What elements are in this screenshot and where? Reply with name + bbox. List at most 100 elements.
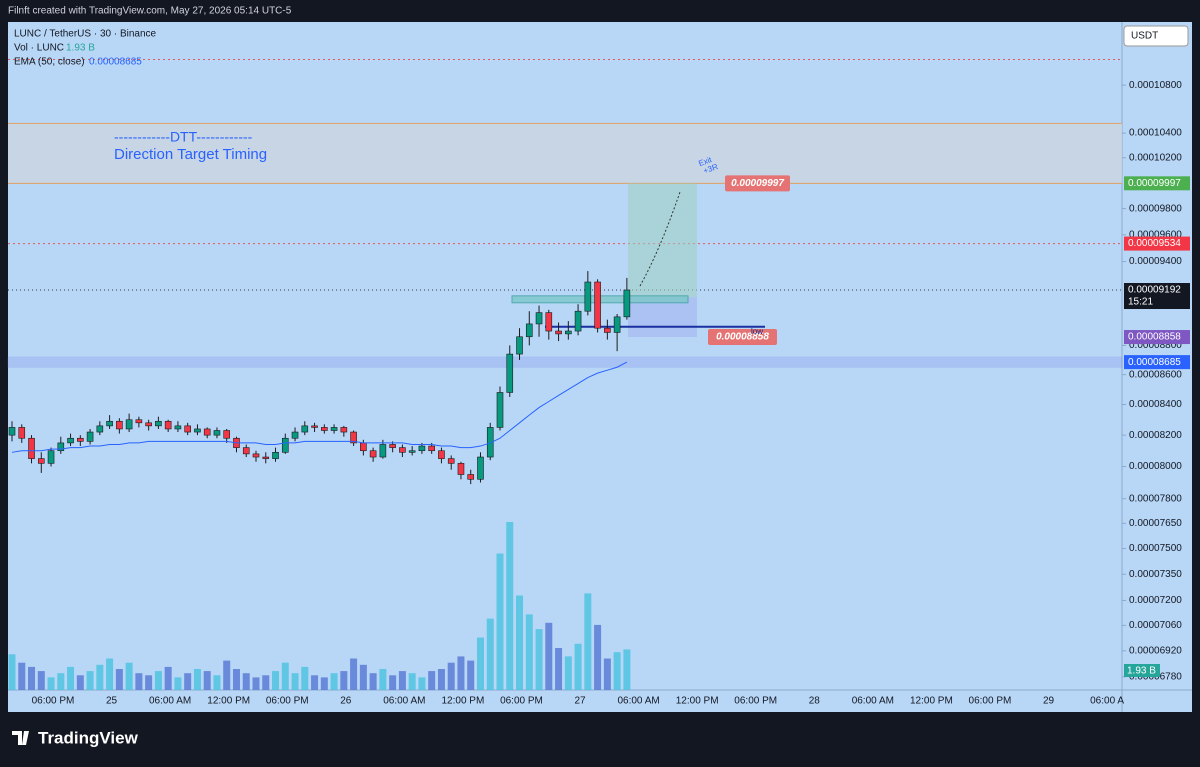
y-tick-label: 0.00009600	[1129, 229, 1182, 240]
price-tag-label: 0.00008858	[1128, 332, 1181, 343]
candle-body	[555, 330, 562, 335]
tag-box	[725, 175, 790, 192]
volume-bar	[506, 522, 514, 690]
candle-body	[535, 312, 543, 325]
candle-body	[477, 456, 484, 480]
x-tick-label: 06:00 PM	[32, 696, 75, 707]
volume-bar	[37, 671, 45, 690]
price-tag	[1124, 236, 1190, 251]
tag-box	[708, 329, 777, 346]
tag-label: 0.00008858	[716, 332, 769, 343]
volume-bar	[145, 675, 153, 690]
x-tick-label: 06:00 A	[1090, 696, 1124, 707]
legend-symbol: LUNC / TetherUS · 30 · Binance	[14, 29, 157, 40]
candle-body	[106, 420, 113, 427]
annotation-subtitle: Direction Target Timing	[114, 146, 267, 163]
target-zone	[8, 123, 1122, 184]
x-tick-label: 28	[809, 696, 821, 707]
x-tick-label: 06:00 PM	[734, 696, 777, 707]
volume-tag-label: 1.93 B	[1127, 666, 1156, 677]
volume-bar	[115, 669, 123, 690]
price-tag-label: 0.00009534	[1128, 238, 1181, 249]
volume-bar	[447, 662, 455, 690]
volume-bar	[203, 671, 211, 690]
candle-body	[321, 427, 328, 431]
volume-bar	[496, 553, 504, 690]
candle-body	[135, 419, 143, 424]
volume-bar	[584, 593, 592, 690]
volume-bar	[193, 669, 201, 690]
currency-label[interactable]: USDT	[1131, 31, 1158, 42]
volume-bar	[174, 677, 182, 690]
volume-bar	[350, 658, 358, 690]
candle-body	[184, 425, 191, 433]
x-tick-label: 06:00 PM	[266, 696, 309, 707]
volume-bar	[106, 658, 114, 690]
candle-body	[223, 430, 231, 439]
volume-bar	[8, 654, 16, 690]
y-tick-label: 0.00008800	[1129, 340, 1182, 351]
price-tag	[1124, 176, 1190, 191]
candle-body	[399, 447, 406, 453]
volume-bar	[154, 671, 162, 690]
volume-bar	[86, 671, 94, 690]
currency-button[interactable]	[1123, 25, 1189, 47]
candle-body	[67, 437, 74, 444]
y-tick-label: 0.00009800	[1129, 203, 1182, 214]
x-tick-label: 06:00 AM	[617, 696, 659, 707]
volume-bar	[57, 673, 65, 690]
header-title: Filnft created with TradingView.com, May…	[8, 6, 292, 17]
volume-bar	[340, 671, 348, 690]
volume-bar	[232, 669, 240, 690]
candle-body	[389, 444, 396, 448]
y-tick-label: 0.00007800	[1129, 493, 1182, 504]
y-tick-label: 0.00008600	[1129, 369, 1182, 380]
x-tick-label: 06:00 PM	[969, 696, 1012, 707]
volume-bar	[428, 671, 436, 690]
volume-bar	[135, 673, 143, 690]
tag-label: 0.00009997	[731, 178, 784, 189]
y-tick-label: 0.00007500	[1129, 543, 1182, 554]
y-tick-label: 0.00008400	[1129, 399, 1182, 410]
target-box	[628, 183, 697, 298]
candle-body	[47, 450, 55, 464]
candle-body	[360, 442, 367, 452]
volume-bar	[242, 673, 250, 690]
legend-volume: Vol · LUNC	[14, 43, 64, 54]
chart-layer: 0.00010800 0.00010400 0.00010200 0.00009800…	[7, 58, 1190, 707]
volume-bar	[76, 675, 84, 690]
low-label: low	[751, 327, 763, 336]
volume-bar	[281, 662, 289, 690]
volume-bar	[28, 666, 36, 690]
volume-bar	[564, 656, 572, 690]
candle-body	[77, 437, 84, 442]
candle-body	[291, 431, 299, 439]
volume-bar	[311, 675, 319, 690]
candle-body	[86, 431, 94, 442]
volume-bar	[330, 673, 338, 690]
price-tag-label: 0.00009997	[1128, 178, 1181, 189]
candle-body	[272, 452, 279, 459]
x-tick-label: 29	[1043, 696, 1055, 707]
candle-body	[486, 427, 494, 458]
x-tick-label: 25	[106, 696, 118, 707]
annotation-title: ------------DTT------------	[114, 129, 253, 145]
y-tick-label: 0.00010200	[1129, 152, 1182, 163]
x-tick-label: 27	[574, 696, 586, 707]
candle-body	[340, 427, 348, 433]
candle-body	[496, 392, 504, 428]
candle-body	[116, 420, 123, 430]
volume-bar	[272, 671, 280, 690]
y-tick-label: 0.00007200	[1129, 595, 1182, 606]
candle-body	[57, 442, 65, 452]
volume-bar	[320, 677, 328, 690]
volume-bar	[574, 643, 582, 690]
last-price-label: 0.00009192	[1128, 285, 1181, 296]
volume-bar	[223, 660, 231, 690]
price-tag	[1124, 355, 1190, 370]
volume-bar	[437, 669, 445, 690]
y-tick-label: 0.00008000	[1129, 461, 1182, 472]
footer-logo: TradingView	[38, 728, 139, 747]
candle-body	[418, 445, 426, 452]
